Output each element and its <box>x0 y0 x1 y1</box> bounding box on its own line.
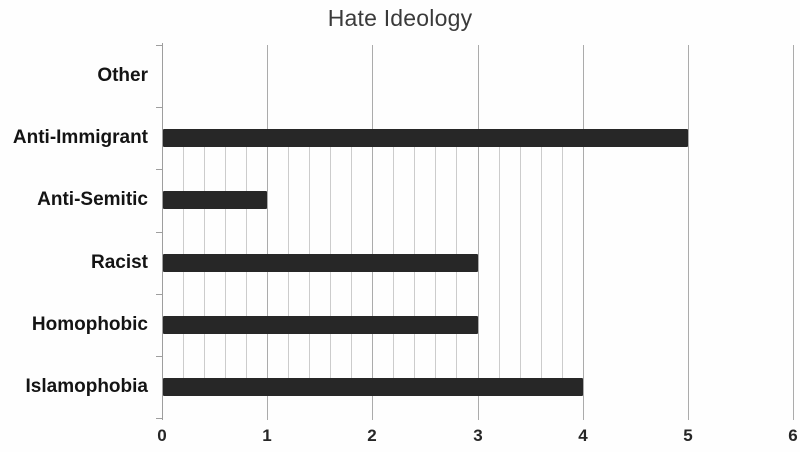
category-label: Other <box>97 65 148 86</box>
y-axis-tick <box>156 356 162 357</box>
minor-gridline <box>519 147 521 378</box>
x-tick-label: 6 <box>788 426 798 445</box>
category-label: Anti-Semitic <box>37 189 148 210</box>
category-label: Anti-Immigrant <box>12 127 148 148</box>
bar <box>163 378 583 396</box>
minor-gridline <box>498 147 500 378</box>
minor-gridline <box>561 147 563 378</box>
minor-gridline <box>540 147 542 378</box>
x-tick-label: 0 <box>157 426 167 445</box>
bar <box>163 191 267 209</box>
bar <box>163 316 478 334</box>
x-tick-label: 1 <box>262 426 272 445</box>
y-axis-tick <box>156 418 162 419</box>
y-axis-tick <box>156 169 162 170</box>
x-tick-label: 4 <box>578 426 588 445</box>
x-tick-label: 2 <box>367 426 377 445</box>
chart-title: Hate Ideology <box>327 5 473 31</box>
x-tick-label: 5 <box>683 426 693 445</box>
bar <box>163 129 688 147</box>
major-gridline <box>477 45 479 420</box>
major-gridline <box>793 45 794 420</box>
y-axis-line <box>162 43 163 420</box>
category-label: Racist <box>90 252 148 273</box>
y-axis-tick <box>156 294 162 295</box>
category-label: Islamophobia <box>25 376 148 397</box>
major-gridline <box>267 45 269 420</box>
major-gridline <box>372 45 374 420</box>
bar <box>163 254 478 272</box>
category-label: Homophobic <box>31 314 148 335</box>
x-tick-label: 3 <box>473 426 483 445</box>
major-gridline <box>687 45 689 420</box>
y-axis-tick <box>156 232 162 233</box>
major-gridline <box>582 45 584 420</box>
y-axis-tick <box>156 45 162 46</box>
y-axis-tick <box>156 107 162 108</box>
